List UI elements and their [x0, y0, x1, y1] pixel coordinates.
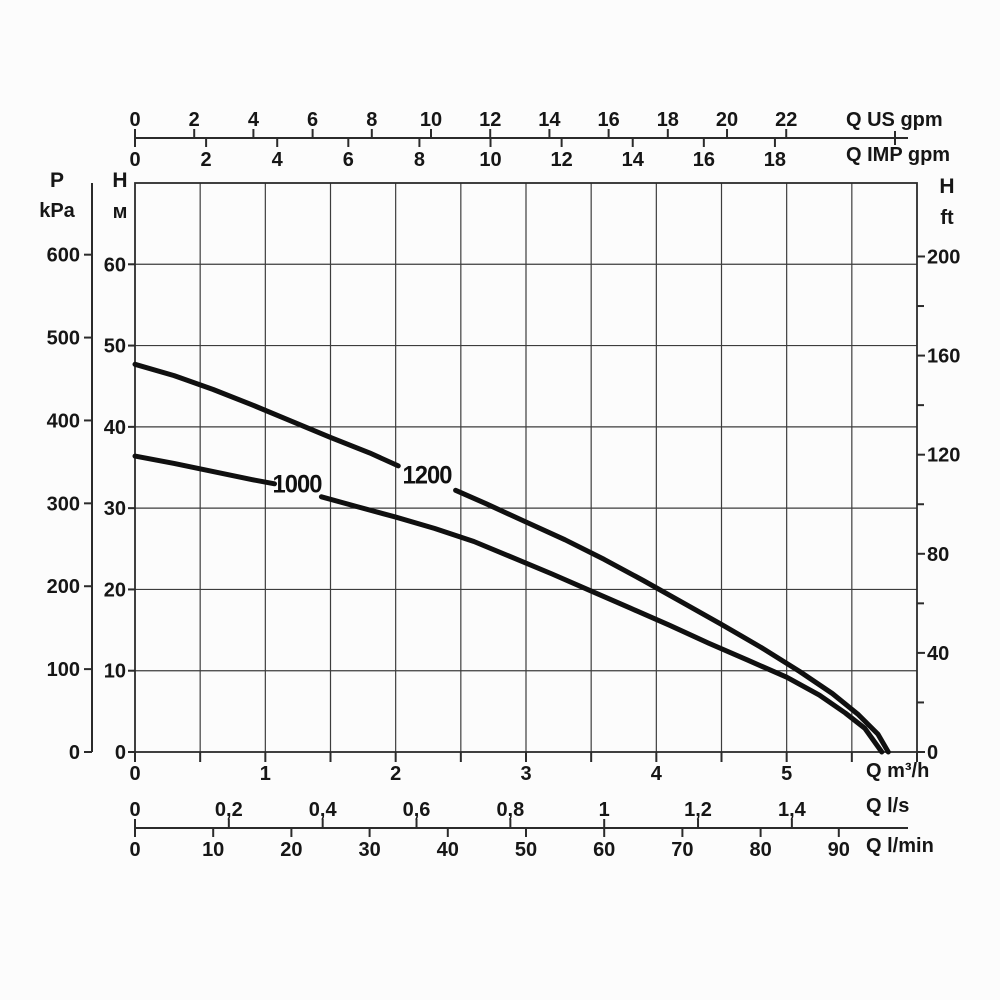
ls-tick-label: 1,2 [684, 799, 712, 821]
m3h-tick-label: 1 [260, 763, 271, 785]
lmin-tick-label: 80 [749, 839, 771, 861]
imp-gpm-axis-title: Q IMP gpm [846, 144, 951, 166]
kpa-tick-label: 300 [47, 493, 80, 515]
ls-tick-label: 1,4 [778, 799, 807, 821]
pump-curve-1200 [132, 361, 401, 469]
us-gpm-tick-label: 4 [248, 109, 260, 131]
m3h-tick-label: 0 [129, 763, 140, 785]
imp-gpm-tick-label: 2 [201, 149, 212, 171]
us-gpm-tick-label: 2 [189, 109, 200, 131]
kpa-tick-label: 500 [47, 328, 80, 350]
ls-tick-label: 0,8 [496, 799, 524, 821]
pump-curve-1000 [318, 494, 885, 755]
us-gpm-tick-label: 20 [716, 109, 738, 131]
imp-gpm-tick-label: 12 [550, 149, 572, 171]
ls-tick-label: 0,6 [403, 799, 431, 821]
ls-axis-title: Q l/s [866, 795, 910, 817]
head-m-tick-label: 60 [104, 254, 126, 276]
lmin-tick-label: 60 [593, 839, 615, 861]
head-m-tick-label: 40 [104, 417, 126, 439]
head-axis-left-symbol: H [112, 169, 128, 192]
pressure-axis-unit: kPa [39, 200, 75, 222]
imp-gpm-tick-label: 14 [622, 149, 645, 171]
us-gpm-tick-label: 18 [657, 109, 679, 131]
head-m-tick-label: 50 [104, 336, 126, 358]
ft-tick-label: 120 [927, 445, 960, 467]
kpa-tick-label: 0 [69, 742, 80, 764]
lmin-tick-label: 50 [515, 839, 537, 861]
pump-curve-1200 [453, 487, 891, 755]
lmin-tick-label: 70 [671, 839, 693, 861]
kpa-tick-label: 600 [47, 245, 80, 267]
us-gpm-tick-label: 10 [420, 109, 442, 131]
ft-tick-label: 0 [927, 742, 938, 764]
imp-gpm-tick-label: 10 [479, 149, 501, 171]
lmin-tick-label: 20 [280, 839, 302, 861]
us-gpm-tick-label: 22 [775, 109, 797, 131]
head-m-tick-label: 20 [104, 579, 126, 601]
us-gpm-tick-label: 16 [597, 109, 619, 131]
head-m-tick-label: 30 [104, 498, 126, 520]
head-m-tick-label: 0 [115, 742, 126, 764]
lmin-tick-label: 0 [129, 839, 140, 861]
curve-label-1000: 1000 [272, 470, 322, 499]
imp-gpm-tick-label: 0 [129, 149, 140, 171]
imp-gpm-tick-label: 8 [414, 149, 425, 171]
ft-tick-label: 40 [927, 643, 949, 665]
m3h-axis-title: Q m³/h [866, 760, 930, 782]
ls-tick-label: 0,4 [309, 799, 338, 821]
ft-tick-label: 80 [927, 544, 949, 566]
lmin-tick-label: 30 [358, 839, 380, 861]
ft-tick-label: 160 [927, 346, 960, 368]
kpa-tick-label: 100 [47, 659, 80, 681]
lmin-tick-label: 40 [437, 839, 459, 861]
kpa-tick-label: 400 [47, 410, 80, 432]
imp-gpm-tick-label: 16 [693, 149, 715, 171]
curve-label-1200: 1200 [402, 461, 452, 490]
us-gpm-tick-label: 14 [538, 109, 561, 131]
ls-tick-label: 1 [599, 799, 610, 821]
imp-gpm-tick-label: 6 [343, 149, 354, 171]
ls-tick-label: 0,2 [215, 799, 243, 821]
ls-tick-label: 0 [129, 799, 140, 821]
lmin-axis-title: Q l/min [866, 835, 934, 857]
us-gpm-tick-label: 0 [129, 109, 140, 131]
imp-gpm-tick-label: 4 [272, 149, 284, 171]
us-gpm-tick-label: 12 [479, 109, 501, 131]
pressure-axis-symbol: P [49, 169, 64, 192]
head-axis-right-symbol: H [939, 175, 955, 198]
head-axis-right-unit: ft [940, 207, 954, 229]
kpa-tick-label: 200 [47, 576, 80, 598]
pump-curve-1000 [132, 453, 277, 487]
head-m-tick-label: 10 [104, 661, 126, 683]
m3h-tick-label: 4 [651, 763, 663, 785]
us-gpm-tick-label: 6 [307, 109, 318, 131]
ft-tick-label: 200 [927, 246, 960, 268]
us-gpm-tick-label: 8 [366, 109, 377, 131]
m3h-tick-label: 2 [390, 763, 401, 785]
imp-gpm-tick-label: 18 [764, 149, 786, 171]
us-gpm-axis-title: Q US gpm [846, 109, 943, 131]
m3h-tick-label: 5 [781, 763, 792, 785]
head-axis-left-unit: м [112, 201, 128, 223]
lmin-tick-label: 10 [202, 839, 224, 861]
m3h-tick-label: 3 [520, 763, 531, 785]
lmin-tick-label: 90 [828, 839, 850, 861]
